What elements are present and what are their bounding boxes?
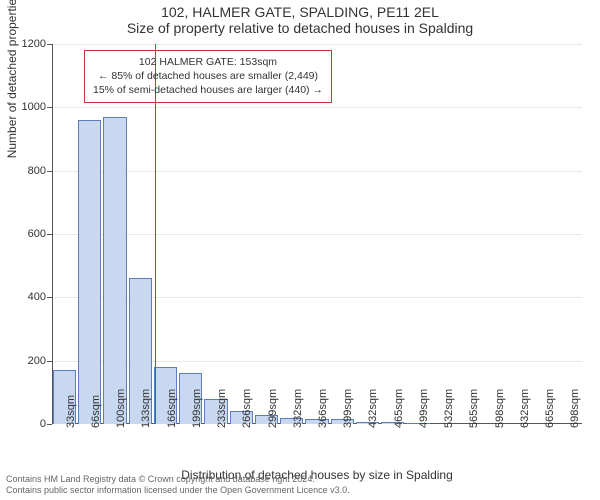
y-tick-label: 1200 — [6, 38, 46, 50]
y-tick-mark — [47, 171, 52, 172]
x-tick-label: 266sqm — [241, 389, 253, 428]
x-tick-label: 332sqm — [292, 389, 304, 428]
x-tick-label: 532sqm — [443, 389, 455, 428]
y-tick-label: 1000 — [6, 101, 46, 113]
gridline — [52, 171, 582, 172]
y-tick-mark — [47, 107, 52, 108]
gridline — [52, 234, 582, 235]
footer-line-1: Contains HM Land Registry data © Crown c… — [6, 474, 350, 485]
x-tick-label: 598sqm — [494, 389, 506, 428]
y-tick-mark — [47, 234, 52, 235]
x-tick-label: 66sqm — [90, 395, 102, 428]
chart-title-sub: Size of property relative to detached ho… — [0, 20, 600, 42]
y-tick-mark — [47, 361, 52, 362]
y-tick-label: 400 — [6, 291, 46, 303]
x-tick-label: 432sqm — [367, 389, 379, 428]
x-tick-label: 233sqm — [216, 389, 228, 428]
histogram-bar — [78, 120, 101, 424]
x-tick-label: 100sqm — [115, 389, 127, 428]
x-tick-label: 166sqm — [166, 389, 178, 428]
x-tick-label: 299sqm — [267, 389, 279, 428]
y-tick-label: 200 — [6, 355, 46, 367]
y-tick-mark — [47, 424, 52, 425]
x-tick-label: 698sqm — [569, 389, 581, 428]
annotation-line: 15% of semi-detached houses are larger (… — [93, 83, 323, 97]
plot: 33sqm66sqm100sqm133sqm166sqm199sqm233sqm… — [52, 44, 582, 424]
x-tick-label: 399sqm — [342, 389, 354, 428]
gridline — [52, 107, 582, 108]
x-tick-label: 366sqm — [317, 389, 329, 428]
x-tick-label: 33sqm — [65, 395, 77, 428]
histogram-bar — [103, 117, 126, 424]
y-tick-mark — [47, 44, 52, 45]
y-tick-mark — [47, 297, 52, 298]
footer-line-2: Contains public sector information licen… — [6, 485, 350, 496]
x-tick-label: 499sqm — [418, 389, 430, 428]
footer-attribution: Contains HM Land Registry data © Crown c… — [6, 474, 350, 496]
annotation-line: ← 85% of detached houses are smaller (2,… — [93, 69, 323, 83]
chart-title-main: 102, HALMER GATE, SPALDING, PE11 2EL — [0, 0, 600, 20]
chart-area: 33sqm66sqm100sqm133sqm166sqm199sqm233sqm… — [52, 44, 582, 424]
y-axis-title: Number of detached properties — [5, 0, 19, 158]
x-tick-label: 665sqm — [544, 389, 556, 428]
x-tick-label: 133sqm — [140, 389, 152, 428]
y-tick-label: 800 — [6, 165, 46, 177]
x-tick-label: 632sqm — [519, 389, 531, 428]
x-tick-label: 465sqm — [393, 389, 405, 428]
x-tick-label: 565sqm — [468, 389, 480, 428]
x-tick-label: 199sqm — [191, 389, 203, 428]
y-tick-label: 600 — [6, 228, 46, 240]
annotation-line: 102 HALMER GATE: 153sqm — [93, 55, 323, 69]
y-tick-label: 0 — [6, 418, 46, 430]
gridline — [52, 44, 582, 45]
annotation-box: 102 HALMER GATE: 153sqm← 85% of detached… — [84, 50, 332, 103]
